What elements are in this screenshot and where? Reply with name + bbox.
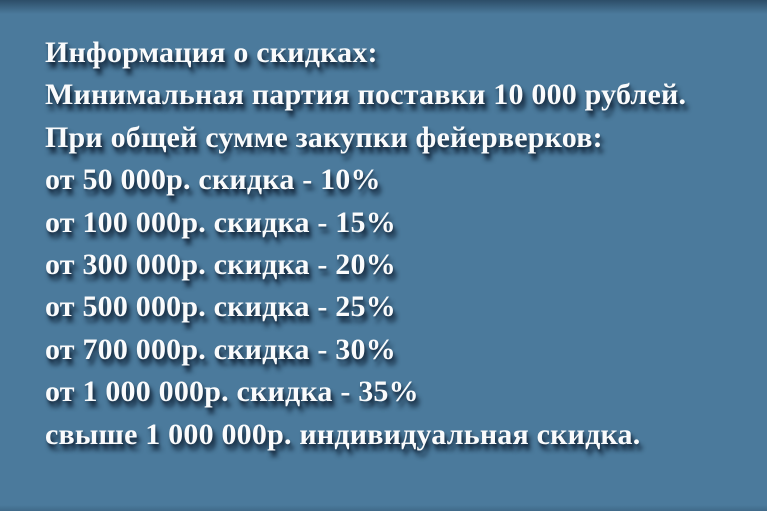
- discount-tier-100k: от 100 000р. скидка - 15%: [45, 205, 396, 239]
- discount-tier-500k: от 500 000р. скидка - 25%: [45, 290, 396, 324]
- discount-tier-1m: от 1 000 000р. скидка - 35%: [45, 375, 419, 409]
- discount-text-block: Информация о скидках: Минимальная партия…: [45, 32, 745, 456]
- discount-info-title: Информация о скидках:: [45, 36, 378, 69]
- discount-tier-50k: от 50 000р. скидка - 10%: [45, 163, 381, 197]
- minimum-order-line: Минимальная партия поставки 10 000 рубле…: [45, 78, 687, 112]
- discount-tier-700k: от 700 000р. скидка - 30%: [45, 332, 396, 366]
- discount-tier-over-1m: свыше 1 000 000р. индивидуальная скидка.: [45, 417, 641, 451]
- discount-tier-300k: от 300 000р. скидка - 20%: [45, 248, 396, 282]
- top-edge-shadow: [0, 0, 767, 14]
- bottom-edge-shadow: [0, 505, 767, 511]
- discount-conditions-subtitle: При общей сумме закупки фейерверков:: [45, 120, 603, 154]
